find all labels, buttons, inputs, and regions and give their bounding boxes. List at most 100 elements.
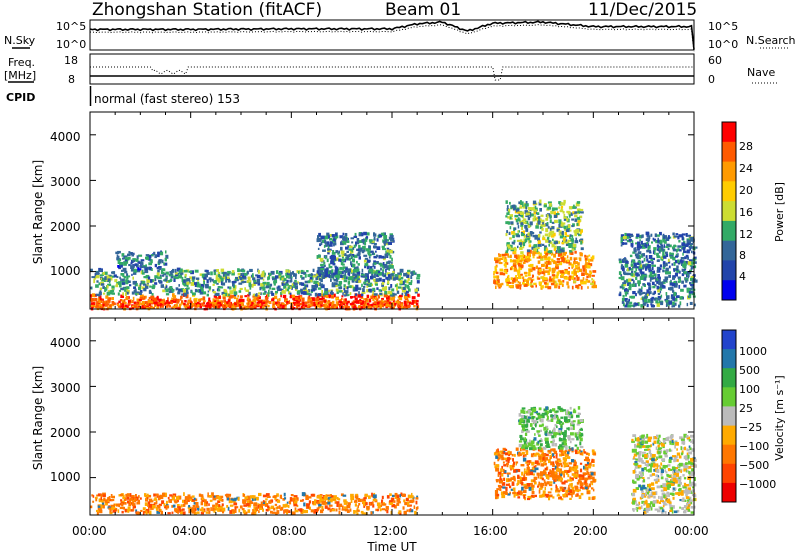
heat-cell (256, 278, 260, 283)
heat-cell (242, 510, 246, 514)
heat-cell (570, 251, 574, 255)
heat-cell (192, 292, 196, 296)
heat-cell (346, 254, 351, 257)
heat-cell (681, 273, 685, 277)
heat-cell (558, 233, 562, 236)
heat-cell (386, 303, 390, 307)
heat-cell (668, 260, 671, 264)
heat-cell (163, 262, 168, 266)
heat-cell (162, 271, 165, 275)
heat-cell (592, 471, 596, 476)
heat-cell (559, 449, 564, 452)
heat-cell (507, 253, 509, 258)
heat-cell (366, 283, 369, 286)
heat-cell (537, 246, 540, 250)
heat-cell (324, 239, 327, 244)
heat-cell (303, 270, 305, 274)
heat-cell (104, 276, 107, 281)
heat-cell (143, 304, 147, 308)
heat-cell (267, 276, 269, 281)
heat-cell (203, 276, 207, 280)
heat-cell (631, 270, 634, 275)
heat-cell (213, 295, 218, 298)
heat-cell (252, 273, 254, 278)
heat-cell (523, 470, 528, 474)
heat-cell (569, 229, 572, 232)
heat-cell (542, 222, 544, 225)
heat-cell (192, 278, 195, 283)
heat-cell (313, 280, 318, 284)
power-cbar-tick-28: 28 (739, 140, 753, 153)
heat-cell (272, 305, 275, 308)
heat-cell (336, 503, 339, 507)
heat-cell (504, 256, 507, 259)
heat-cell (348, 268, 351, 273)
heat-cell (343, 506, 347, 509)
colorbar-segment (722, 240, 736, 261)
heat-cell (350, 496, 354, 500)
heat-cell (499, 487, 502, 491)
heat-cell (154, 282, 158, 285)
freq-series (90, 66, 694, 81)
heat-cell (551, 468, 555, 471)
heat-cell (247, 505, 251, 508)
heat-cell (97, 298, 101, 302)
heat-cell (321, 296, 324, 300)
heat-cell (665, 303, 668, 307)
heat-cell (365, 236, 369, 239)
heat-cell (286, 301, 289, 304)
heat-cell (148, 262, 152, 266)
heat-cell (158, 503, 162, 507)
heat-cell (320, 497, 324, 500)
heat-cell (410, 509, 414, 513)
heat-cell (97, 507, 100, 512)
heat-cell (689, 242, 694, 246)
heat-cell (194, 498, 198, 502)
heat-cell (274, 496, 277, 500)
heat-cell (635, 236, 639, 239)
heat-cell (540, 256, 544, 259)
heat-cell (199, 508, 203, 512)
heat-cell (582, 277, 585, 281)
heat-cell (631, 244, 634, 248)
heat-cell (333, 243, 335, 247)
heat-cell (151, 293, 154, 296)
heat-cell (655, 277, 658, 281)
heat-cell (135, 509, 138, 513)
heat-cell (654, 233, 657, 238)
heat-cell (301, 303, 305, 307)
heat-cell (358, 251, 361, 255)
heat-cell (99, 307, 103, 310)
heat-cell (392, 277, 396, 281)
heat-cell (690, 277, 694, 281)
heat-cell (522, 204, 525, 208)
heat-cell (686, 289, 691, 293)
heat-cell (395, 300, 398, 303)
heat-cell (182, 511, 186, 515)
heat-cell (306, 270, 309, 273)
heat-cell (328, 289, 330, 292)
heat-cell (651, 261, 654, 265)
heat-cell (238, 298, 243, 303)
heat-cell (105, 295, 109, 299)
heat-cell (95, 284, 99, 288)
heat-cell (349, 245, 353, 248)
heat-cell (506, 244, 511, 247)
heat-cell (374, 301, 377, 304)
heat-cell (624, 299, 627, 302)
heat-cell (365, 276, 368, 279)
heat-cell (397, 301, 400, 304)
heat-cell (495, 496, 498, 500)
heat-cell (357, 271, 361, 275)
heat-cell (328, 271, 330, 276)
heat-cell (371, 251, 375, 255)
heat-cell (142, 511, 145, 515)
heat-cell (353, 510, 356, 514)
heat-cell (249, 280, 252, 283)
heat-cell (631, 295, 635, 299)
heat-cell (133, 268, 137, 273)
heat-cell (372, 297, 375, 301)
heat-cell (644, 295, 648, 300)
heat-cell (141, 281, 146, 285)
heat-cell (351, 280, 355, 283)
